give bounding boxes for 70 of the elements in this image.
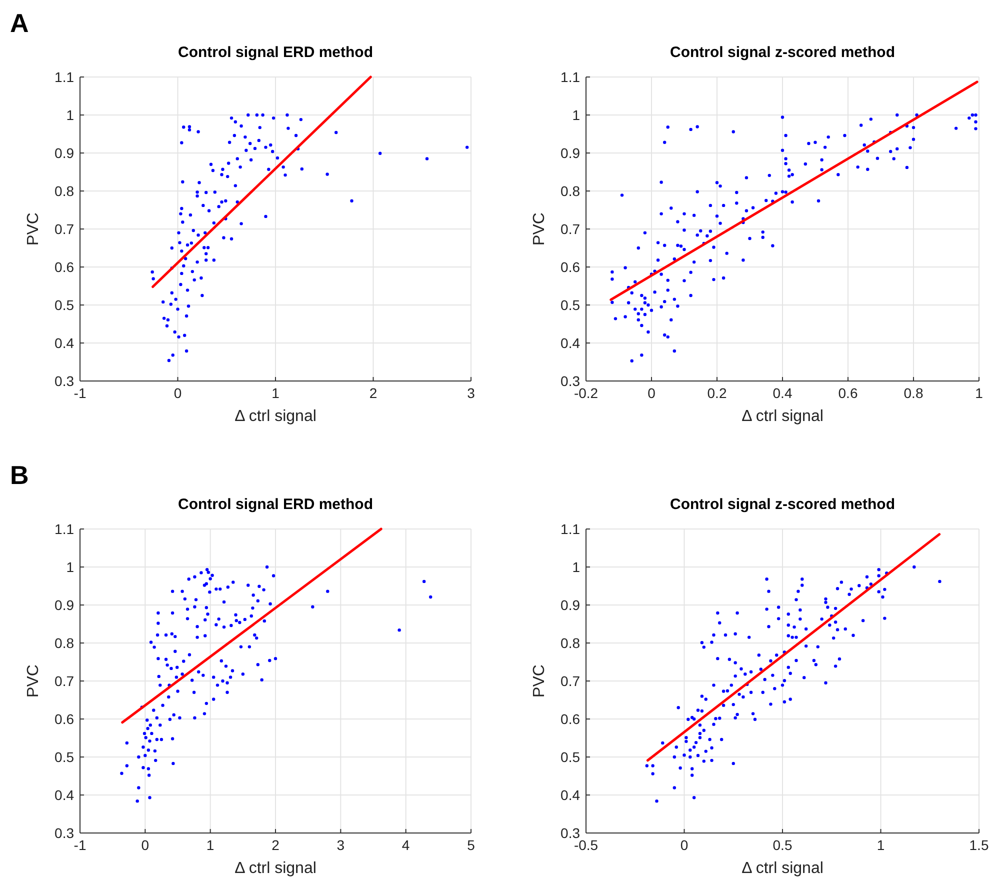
text: B	[10, 460, 29, 490]
y-tick-label: 0.8	[54, 183, 74, 199]
x-tick-label: 1.5	[969, 837, 989, 853]
x-tick-label: 1	[206, 837, 214, 853]
y-tick-label: 1	[66, 559, 74, 575]
x-axis-title: Δ ctrl signal	[234, 860, 316, 877]
y-tick-label: 0.5	[54, 297, 74, 313]
y-tick-label: 0.3	[54, 825, 74, 841]
x-tick-label: 0	[680, 837, 688, 853]
y-tick-label: 1	[572, 559, 580, 575]
y-tick-label: 0.9	[560, 597, 580, 613]
chart-title: Control signal ERD method	[178, 44, 373, 61]
x-tick-label: 1	[272, 385, 280, 401]
y-tick-label: 0.4	[560, 335, 580, 351]
x-tick-label: 5	[467, 837, 476, 853]
x-tick-label: 0	[174, 385, 182, 401]
x-tick-label: -1	[74, 837, 86, 853]
y-axis-title: PVC	[531, 664, 548, 698]
x-tick-label: -1	[74, 385, 86, 401]
x-tick-label: 0.4	[772, 385, 792, 401]
x-tick-label: 3	[336, 837, 345, 853]
y-tick-label: 0.8	[54, 635, 74, 651]
x-tick-label: 0	[141, 837, 150, 853]
y-tick-label: 0.6	[560, 711, 580, 727]
x-axis-title: Δ ctrl signal	[742, 408, 824, 425]
y-tick-label: 0.5	[560, 297, 580, 313]
chart-title: Control signal z-scored method	[670, 496, 896, 513]
y-tick-label: 0.4	[560, 787, 580, 803]
y-tick-label: 1.1	[560, 69, 580, 85]
y-tick-label: 0.4	[54, 335, 74, 351]
chart-title: Control signal ERD method	[178, 496, 373, 513]
y-tick-label: 1	[572, 107, 580, 123]
y-tick-label: 1	[66, 107, 74, 123]
x-tick-label: 1	[876, 837, 885, 853]
x-tick-label: 0	[648, 385, 656, 401]
y-tick-label: 0.6	[54, 259, 74, 275]
y-tick-label: 1.1	[54, 521, 74, 537]
y-axis-title: PVC	[531, 212, 548, 246]
y-axis-title: PVC	[25, 212, 42, 246]
x-tick-label: 0.2	[707, 385, 727, 401]
y-tick-label: 0.8	[560, 635, 580, 651]
y-tick-label: 0.4	[54, 787, 74, 803]
x-tick-label: 3	[467, 385, 476, 401]
y-tick-label: 1.1	[54, 69, 74, 85]
x-tick-label: 2	[369, 385, 378, 401]
y-tick-label: 0.5	[560, 749, 580, 765]
x-tick-label: 0.5	[772, 837, 792, 853]
chart-title: Control signal z-scored method	[670, 44, 896, 61]
y-tick-label: 0.6	[560, 259, 580, 275]
y-tick-label: 1.1	[560, 521, 580, 537]
y-tick-label: 0.6	[54, 711, 74, 727]
y-tick-label: 0.8	[560, 183, 580, 199]
y-tick-label: 0.3	[54, 373, 74, 389]
x-tick-label: 0.6	[838, 385, 858, 401]
y-tick-label: 0.7	[560, 673, 580, 689]
y-tick-label: 0.9	[54, 597, 74, 613]
y-tick-label: 0.7	[54, 221, 74, 237]
y-tick-label: 0.5	[54, 749, 74, 765]
y-tick-label: 0.9	[54, 145, 74, 161]
y-axis-title: PVC	[25, 664, 42, 698]
y-tick-label: 0.9	[560, 145, 580, 161]
x-axis-title: Δ ctrl signal	[234, 408, 316, 425]
x-tick-label: 0.8	[904, 385, 924, 401]
y-tick-label: 0.7	[560, 221, 580, 237]
text: A	[10, 8, 29, 38]
x-tick-label: 2	[272, 837, 280, 853]
y-tick-label: 0.7	[54, 673, 74, 689]
x-axis-title: Δ ctrl signal	[742, 860, 824, 877]
x-tick-label: 1	[975, 385, 984, 401]
x-tick-label: 4	[402, 837, 410, 853]
